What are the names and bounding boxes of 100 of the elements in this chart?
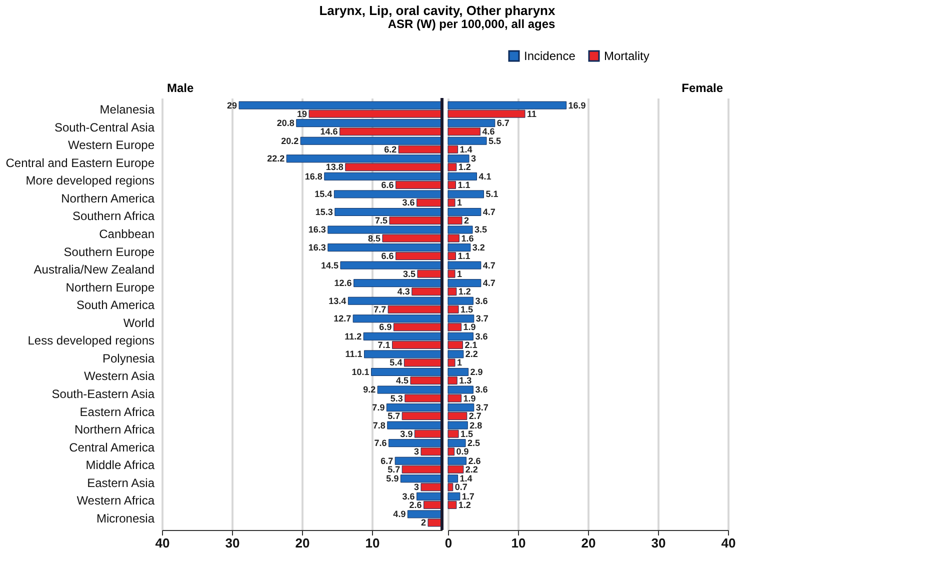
data-label: 5.5: [488, 136, 502, 146]
data-label: 6.7: [380, 456, 394, 466]
data-label: 22.2: [267, 154, 285, 164]
data-label: 5.4: [390, 358, 402, 368]
y-tick-label: Central and Eastern Europe: [6, 156, 155, 170]
x-tick-label: 40: [155, 536, 170, 550]
data-label: 19: [296, 108, 307, 119]
legend-label: Mortality: [604, 49, 650, 63]
data-label: 1.4: [460, 474, 472, 484]
data-label: 3.2: [472, 242, 485, 253]
data-label: 4.7: [482, 278, 496, 288]
data-label: 4.1: [478, 171, 492, 182]
y-tick-label: World: [123, 316, 154, 330]
data-label: 1.3: [459, 375, 472, 386]
data-label: 2: [464, 215, 470, 226]
data-label: 2.1: [464, 340, 478, 350]
data-label: 2: [420, 518, 426, 528]
data-label: 1.2: [458, 286, 471, 297]
data-label: 16.8: [304, 171, 322, 182]
data-label: 20.8: [276, 118, 294, 128]
data-label: 7.1: [378, 340, 390, 350]
text: Male: [167, 81, 194, 95]
data-label: 1.5: [460, 304, 474, 314]
y-tick-label: South America: [76, 298, 155, 312]
data-label: 1: [457, 198, 462, 208]
data-label: 11: [527, 108, 537, 119]
x-tick-label: 30: [651, 536, 666, 550]
data-label: 5.7: [388, 411, 400, 422]
x-tick-label: 20: [581, 536, 596, 550]
data-label: 5.7: [388, 464, 400, 474]
data-label: 14.5: [320, 260, 338, 270]
data-label: 3.9: [400, 428, 413, 439]
chart-title: Larynx, Lip, oral cavity, Other pharynx: [319, 3, 556, 18]
data-label: 1.4: [460, 144, 472, 154]
y-tick-label: Northern America: [61, 191, 155, 206]
y-tick-label: Micronesia: [96, 511, 155, 526]
data-label: 15.4: [314, 189, 332, 200]
x-tick-label: 10: [365, 536, 380, 550]
data-label: 10.1: [352, 366, 370, 377]
data-label: 6.6: [381, 251, 394, 262]
y-tick-label: South-Central Asia: [54, 120, 155, 134]
y-tick-label: Australia/New Zealand: [34, 262, 154, 277]
data-label: 1.2: [458, 162, 471, 172]
y-tick-label: Middle Africa: [86, 458, 155, 472]
data-label: 0.7: [454, 482, 468, 492]
data-label: 2.2: [465, 349, 478, 360]
data-label: 1.7: [462, 491, 474, 502]
data-label: 1.9: [463, 393, 476, 404]
y-tick-label: Polynesia: [102, 351, 155, 366]
data-label: 3.6: [475, 384, 488, 395]
y-tick-label: Southern Africa: [72, 209, 155, 224]
data-label: 3: [414, 446, 419, 457]
y-tick-label: Eastern Asia: [87, 476, 155, 490]
data-label: 2.9: [470, 366, 483, 377]
data-label: 4.7: [482, 206, 496, 217]
data-label: 12.6: [334, 278, 352, 288]
data-label: 4.5: [396, 375, 408, 386]
data-label: 7.7: [374, 304, 386, 314]
data-label: 5.1: [486, 189, 498, 200]
data-label: 3.6: [402, 491, 415, 502]
data-label: 6.6: [381, 180, 394, 190]
data-label: 16.3: [308, 242, 326, 253]
y-tick-label: Northern Africa: [74, 422, 155, 437]
data-label: 4.3: [397, 286, 410, 297]
data-label: 1: [457, 268, 462, 279]
data-label: 7.8: [372, 420, 386, 430]
data-label: 15.3: [315, 206, 333, 217]
data-label: 12.7: [334, 314, 352, 324]
data-label: 1.5: [460, 428, 474, 439]
data-label: 1.1: [458, 180, 470, 190]
data-label: 7.6: [374, 438, 387, 448]
data-label: 4.6: [482, 126, 495, 137]
x-tick-label: 30: [225, 536, 240, 550]
y-tick-label: Less developed regions: [28, 334, 154, 348]
data-label: 16.3: [308, 224, 326, 235]
data-label: 9.2: [363, 384, 376, 395]
data-label: 1.9: [463, 322, 476, 332]
data-label: 7.5: [374, 215, 388, 226]
data-label: 2.6: [409, 500, 422, 510]
y-tick-label: More developed regions: [26, 174, 154, 188]
data-label: 3: [471, 154, 476, 164]
y-tick-label: Northern Europe: [66, 280, 155, 294]
data-label: 5.9: [386, 474, 399, 484]
data-label: 8.5: [368, 233, 380, 244]
data-label: 1: [457, 358, 462, 368]
data-label: 2.6: [468, 456, 481, 466]
data-label: 3.7: [476, 402, 488, 413]
data-label: 6.9: [379, 322, 392, 332]
y-tick-label: Western Africa: [76, 494, 155, 508]
data-label: 4.7: [482, 260, 496, 270]
data-label: 4.9: [393, 509, 406, 520]
data-label: 5.3: [390, 393, 403, 404]
y-tick-label: Southern Europe: [64, 244, 155, 259]
data-label: 13.4: [328, 296, 346, 306]
data-label: 1.6: [461, 233, 474, 244]
text: ASR (W) per 100,000, all ages: [388, 17, 556, 31]
y-tick-label: Western Europe: [68, 138, 155, 152]
y-tick-label: South-Eastern Asia: [52, 387, 155, 401]
data-label: 3.6: [402, 198, 415, 208]
data-label: 6.2: [384, 144, 397, 154]
